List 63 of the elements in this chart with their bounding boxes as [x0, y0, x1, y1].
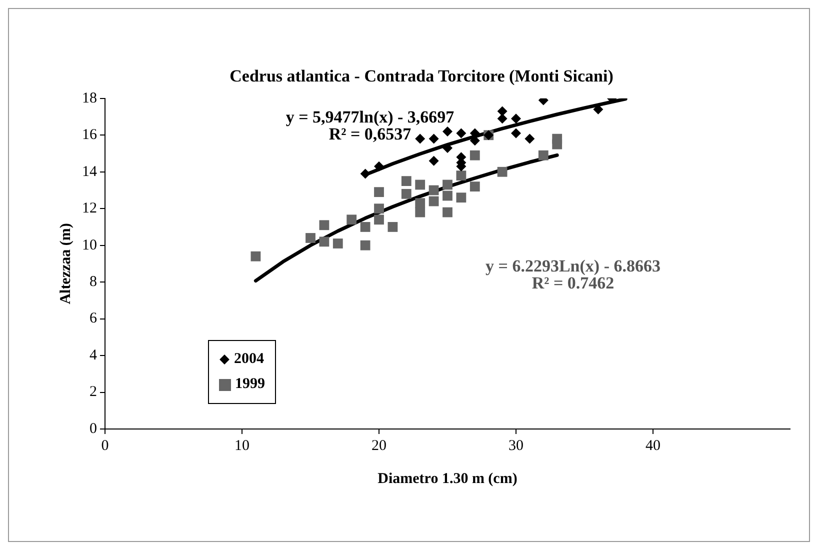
point: [306, 233, 316, 243]
point: [374, 161, 384, 172]
x-tick-label: 40: [646, 438, 660, 454]
y-tick-label: 2: [90, 384, 97, 400]
point: [415, 207, 426, 218]
x-tick-label: 10: [234, 438, 250, 454]
legend-label: 1999: [235, 376, 265, 393]
point: [415, 134, 426, 144]
chart-title: Cedrus atlantica - Contrada Torcitore (Monti Sicani): [230, 66, 614, 86]
y-tick-label: 10: [82, 237, 97, 254]
point: [360, 168, 370, 179]
point: [428, 185, 439, 196]
point: [470, 150, 480, 160]
point: [497, 114, 508, 124]
y-tick-label: 12: [82, 200, 97, 217]
point: [456, 170, 466, 180]
point: [428, 134, 439, 144]
point: [374, 204, 384, 214]
point: [456, 128, 466, 138]
point: [511, 128, 521, 138]
point: [442, 180, 452, 190]
point: [415, 198, 426, 208]
point: [497, 166, 508, 177]
point: [470, 182, 480, 192]
x-tick-label: 30: [508, 438, 524, 454]
point: [319, 220, 330, 230]
point: [428, 196, 439, 206]
point: [511, 114, 521, 124]
y-tick-label: 0: [90, 420, 97, 437]
point: [401, 188, 412, 199]
point: [388, 222, 398, 232]
legend-label: 2004: [234, 351, 264, 368]
point: [250, 251, 261, 262]
point: [332, 238, 343, 248]
annotation: y = 5,9477ln(x) - 3,6697: [286, 107, 455, 126]
x-tick-label: 0: [101, 438, 109, 454]
point: [538, 150, 548, 160]
point: [374, 187, 384, 198]
y-tick-label: 4: [90, 347, 98, 364]
y-axis-title: Altezzaa (m): [58, 223, 74, 304]
point: [374, 214, 384, 225]
point: [552, 139, 562, 150]
point: [415, 180, 426, 190]
point: [346, 214, 357, 225]
point: [456, 192, 466, 203]
y-tick-label: 6: [90, 310, 98, 327]
point: [442, 126, 452, 136]
x-axis-title: Diametro 1.30 m (cm): [378, 470, 518, 487]
point: [360, 240, 370, 250]
annotation: y = 6.2293Ln(x) - 6.8663: [486, 256, 660, 276]
point: [319, 236, 330, 247]
point: [428, 156, 439, 166]
point: [401, 176, 412, 186]
point: [442, 190, 452, 201]
y-tick-label: 14: [82, 164, 98, 180]
y-tick-label: 18: [82, 90, 97, 106]
point: [497, 106, 508, 116]
point: [442, 207, 452, 218]
y-tick-label: 16: [82, 127, 98, 144]
point: [524, 134, 535, 144]
y-tick-label: 8: [90, 274, 97, 290]
x-tick-label: 20: [372, 438, 386, 454]
point: [360, 222, 370, 232]
